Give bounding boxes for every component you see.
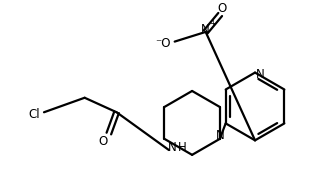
Text: N: N [201,23,210,36]
Text: N: N [255,68,264,81]
Text: N: N [168,141,177,154]
Text: H: H [178,141,187,154]
Text: Cl: Cl [28,108,40,121]
Text: O: O [217,2,227,15]
Text: ⁻O: ⁻O [155,37,171,50]
Text: N: N [216,128,225,141]
Text: O: O [98,135,108,148]
Text: +: + [209,19,216,28]
